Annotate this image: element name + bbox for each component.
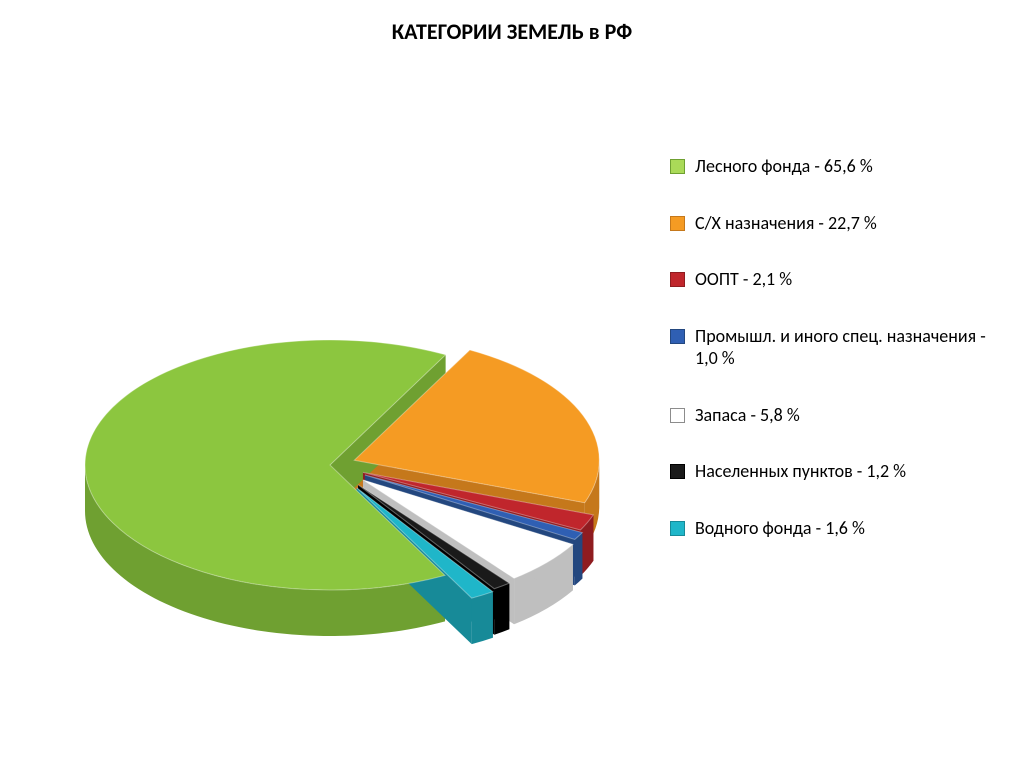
legend-item: ООПТ - 2,1 %	[670, 268, 1000, 291]
legend-swatch	[670, 408, 685, 423]
legend-label: ООПТ - 2,1 %	[695, 268, 792, 291]
legend-item: Водного фонда - 1,6 %	[670, 517, 1000, 540]
legend-label: Промышл. и иного спец. назначения - 1,0 …	[695, 325, 1000, 370]
legend-swatch	[670, 521, 685, 536]
legend-swatch	[670, 272, 685, 287]
legend-label: Водного фонда - 1,6 %	[695, 517, 865, 540]
pie-chart	[40, 165, 620, 685]
legend-label: Населенных пунктов - 1,2 %	[695, 460, 906, 483]
legend-item: Промышл. и иного спец. назначения - 1,0 …	[670, 325, 1000, 370]
legend-label: С/Х назначения - 22,7 %	[695, 212, 877, 235]
legend-item: С/Х назначения - 22,7 %	[670, 212, 1000, 235]
legend-swatch	[670, 216, 685, 231]
legend: Лесного фонда - 65,6 % С/Х назначения - 2…	[670, 155, 1000, 573]
chart-title: КАТЕГОРИИ ЗЕМЕЛЬ в РФ	[0, 0, 1024, 45]
legend-item: Населенных пунктов - 1,2 %	[670, 460, 1000, 483]
legend-label: Лесного фонда - 65,6 %	[695, 155, 873, 178]
legend-swatch	[670, 159, 685, 174]
legend-item: Запаса - 5,8 %	[670, 404, 1000, 427]
chart-stage: Лесного фонда - 65,6 % С/Х назначения - 2…	[0, 45, 1024, 765]
legend-item: Лесного фонда - 65,6 %	[670, 155, 1000, 178]
legend-label: Запаса - 5,8 %	[695, 404, 800, 427]
legend-swatch	[670, 329, 685, 344]
legend-swatch	[670, 464, 685, 479]
